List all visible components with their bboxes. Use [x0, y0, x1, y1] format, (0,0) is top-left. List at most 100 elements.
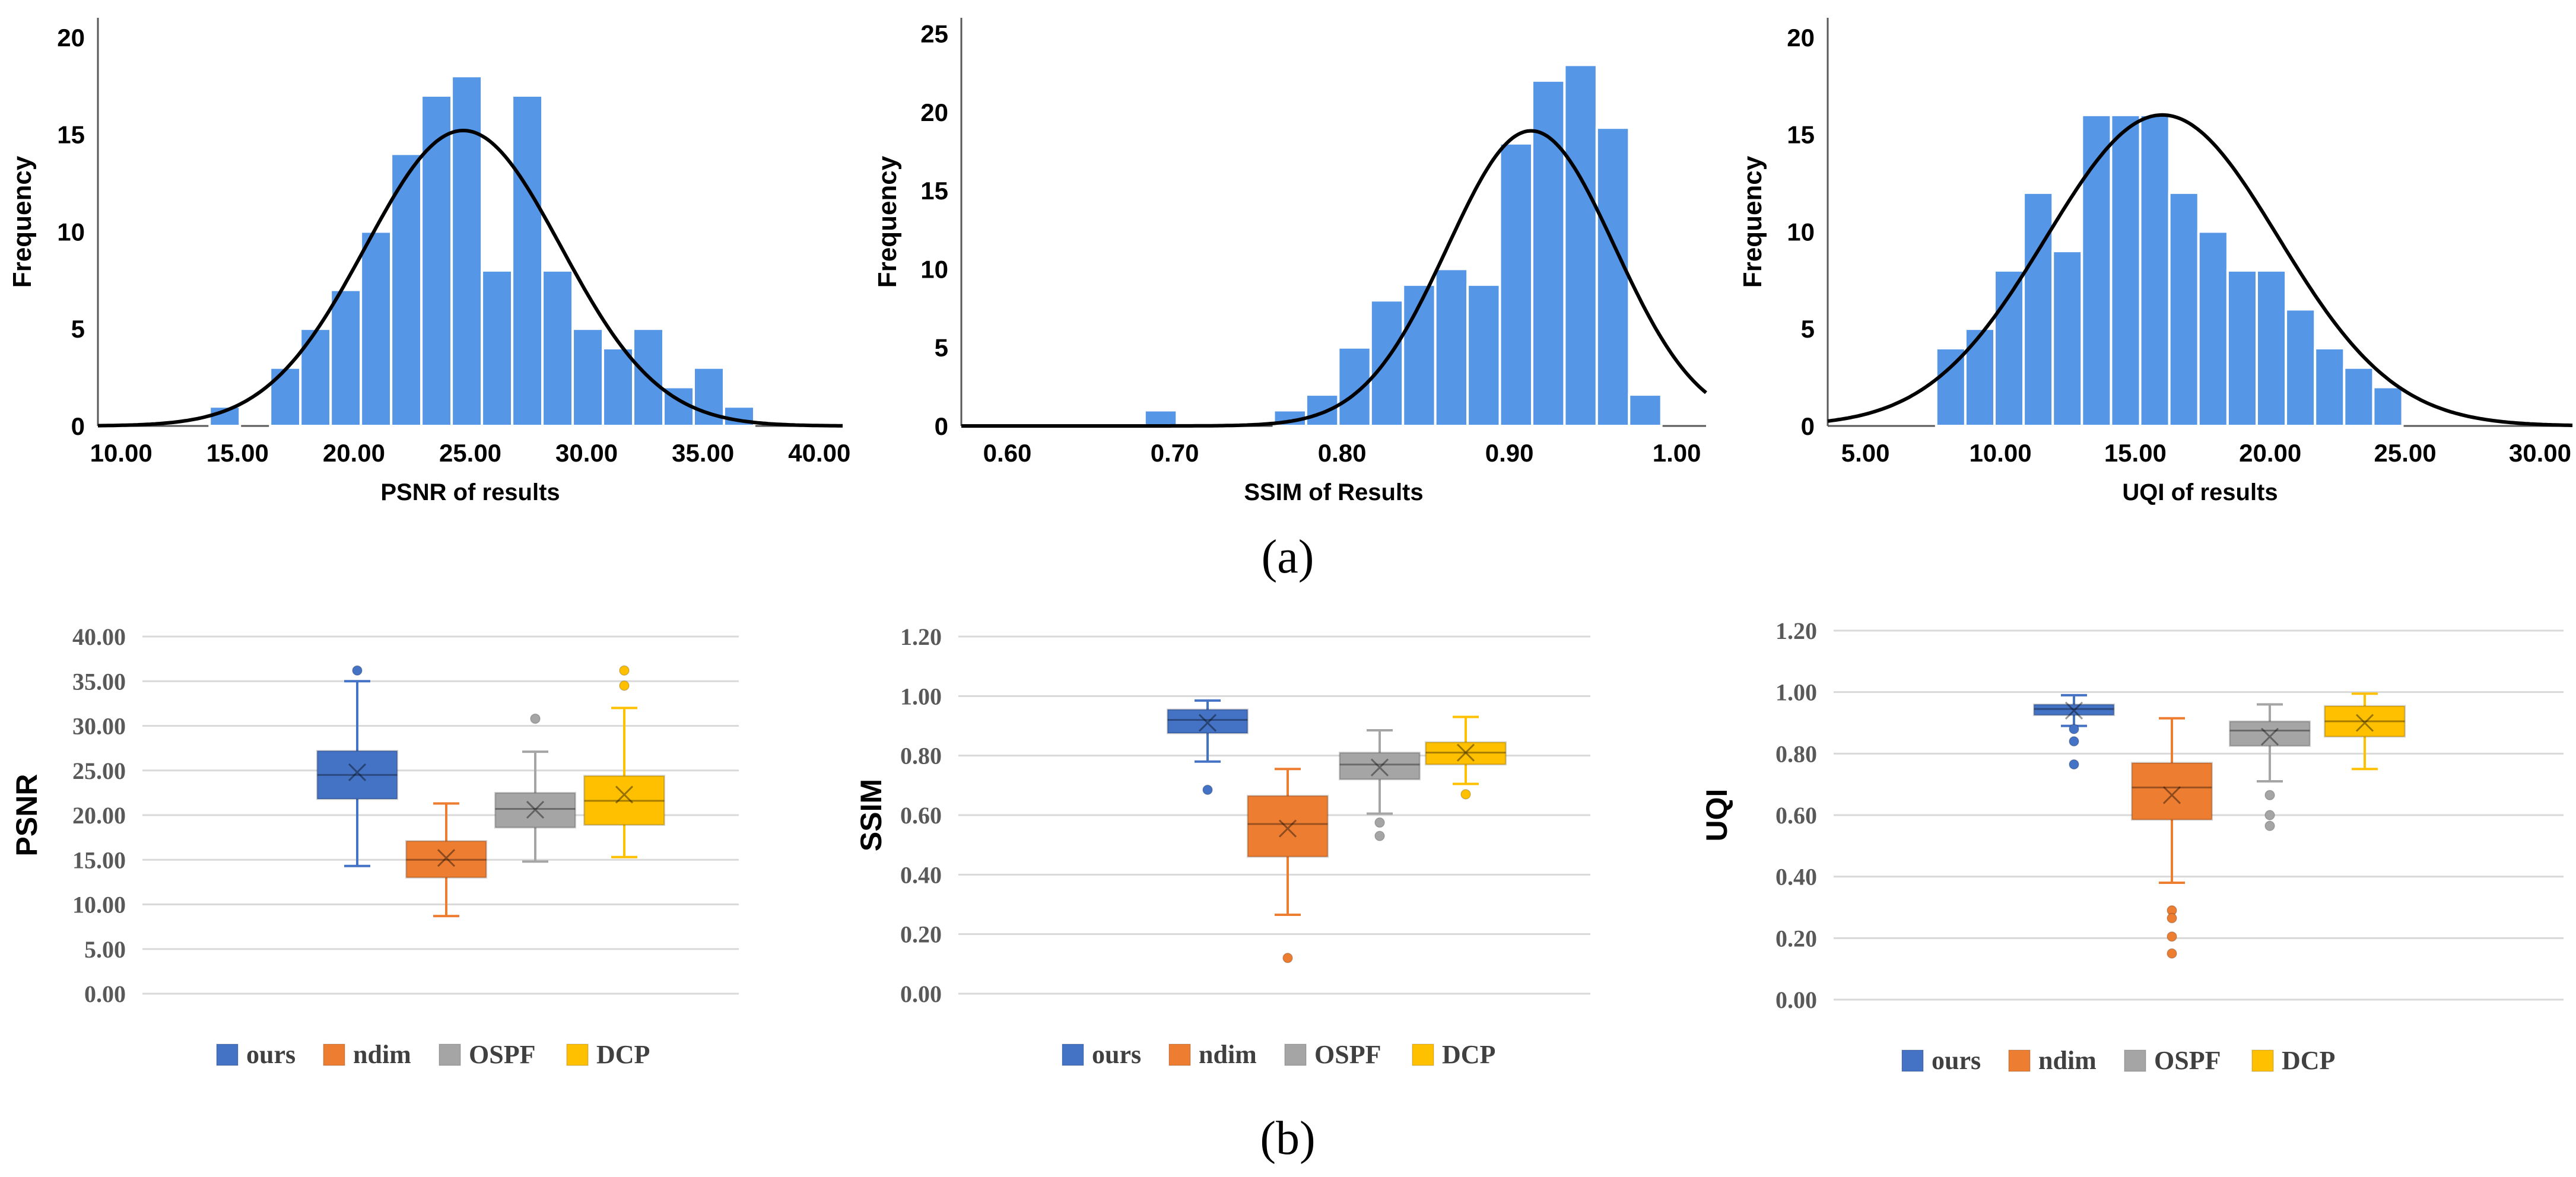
y-tick-label: 10	[57, 218, 85, 246]
histogram-bar	[2022, 191, 2054, 427]
histogram-bar	[1498, 142, 1533, 427]
mean-marker	[1278, 819, 1297, 838]
mean-marker	[1456, 743, 1475, 762]
mean-marker	[1370, 758, 1389, 777]
outlier-point	[2069, 736, 2079, 747]
box-DCP	[583, 665, 665, 858]
y-tick-label: 15	[920, 177, 948, 205]
box-iqr	[1247, 794, 1329, 858]
x-tick-label: 5.00	[1841, 439, 1890, 467]
mean-marker	[2355, 714, 2374, 732]
x-tick-label: 30.00	[555, 439, 618, 467]
mean-marker	[437, 849, 456, 867]
y-tick-label: 1.00	[900, 683, 942, 710]
histogram-bar	[1337, 346, 1372, 428]
box-iqr	[2324, 705, 2406, 738]
y-tick-label: 1.20	[900, 624, 942, 650]
y-tick-label: 0.20	[1775, 925, 1817, 952]
legend-swatch-DCP	[2251, 1049, 2274, 1072]
histogram-bar	[2139, 113, 2171, 428]
legend-label-DCP: DCP	[596, 1040, 650, 1069]
legend-swatch-OSPF	[2124, 1049, 2146, 1072]
histogram-bar	[1143, 409, 1179, 427]
x-tick-label: 20.00	[323, 439, 385, 467]
y-tick-label: 0.00	[900, 981, 942, 1007]
box-iqr	[1167, 708, 1249, 734]
y-tick-label: 20	[1787, 24, 1815, 52]
x-axis-title: SSIM of Results	[1244, 479, 1423, 505]
mean-marker	[615, 785, 634, 804]
histogram-bar	[1304, 393, 1340, 427]
histogram-bar	[2081, 113, 2113, 428]
x-tick-label: 25.00	[439, 439, 501, 467]
box-iqr	[1339, 752, 1421, 781]
mean-marker	[1198, 714, 1217, 732]
box-iqr	[1425, 741, 1507, 766]
histogram-bar	[2255, 269, 2288, 427]
mean-marker	[2260, 727, 2279, 746]
legend-label-OSPF: OSPF	[1314, 1040, 1381, 1069]
legend-swatch-ndim	[1168, 1044, 1191, 1066]
x-tick-label: 0.90	[1485, 439, 1534, 467]
histogram-bar	[2314, 346, 2346, 428]
box-iqr	[316, 750, 398, 800]
legend-swatch-ndim	[323, 1044, 345, 1066]
x-tick-label: 10.00	[1969, 439, 2031, 467]
histogram-bar	[2226, 269, 2258, 427]
y-tick-label: 35.00	[72, 668, 126, 695]
legend-swatch-ours	[1901, 1049, 1924, 1072]
x-tick-label: 0.70	[1151, 439, 1199, 467]
box-ours	[316, 665, 398, 867]
y-tick-label: 0.40	[1775, 864, 1817, 890]
outlier-point	[352, 665, 363, 676]
box-plot-chart-3: 0.00 0.20 0.40 0.60 0.80 1.00 1.20 UQI ours ndim O…	[1700, 618, 2564, 1075]
y-tick-label: 15	[57, 121, 85, 149]
y-tick-label: 0.80	[1775, 740, 1817, 767]
outlier-point	[2167, 912, 2177, 924]
outlier-point	[2264, 790, 2275, 801]
y-axis-title: SSIM	[855, 779, 888, 851]
box-DCP	[1425, 715, 1507, 800]
outlier-point	[619, 665, 630, 676]
box-iqr	[2131, 762, 2213, 821]
y-tick-label: 0.00	[84, 981, 126, 1007]
histogram-bar	[602, 346, 635, 428]
y-tick-label: 0	[1801, 412, 1815, 440]
histogram-chart-1: 0 5 10 15 20 10.00 15.00 20.00 25.00 30.00 35.00 40…	[8, 18, 850, 505]
legend-swatch-DCP	[566, 1044, 589, 1066]
legend-swatch-OSPF	[439, 1044, 461, 1066]
box-plot-chart-2: 0.00 0.20 0.40 0.60 0.80 1.00 1.20 SSIM ours ndim…	[855, 624, 1590, 1069]
legend-label-ours: ours	[246, 1040, 296, 1069]
histogram-bar	[450, 75, 484, 428]
x-tick-label: 0.80	[1318, 439, 1367, 467]
x-tick-label: 35.00	[672, 439, 734, 467]
legend-swatch-OSPF	[1284, 1044, 1307, 1066]
legend: ours ndim OSPF DCP	[1062, 1040, 1495, 1069]
x-tick-label: 30.00	[2509, 439, 2571, 467]
box-OSPF	[1339, 729, 1421, 841]
y-tick-label: 5	[1801, 315, 1815, 343]
box-ours	[1167, 699, 1249, 796]
box-DCP	[2324, 692, 2406, 771]
y-tick-label: 0.60	[1775, 802, 1817, 829]
x-tick-label: 25.00	[2374, 439, 2437, 467]
x-tick-label: 20.00	[2239, 439, 2301, 467]
histogram-bar	[1466, 283, 1501, 427]
legend: ours ndim OSPF DCP	[216, 1040, 650, 1069]
y-tick-label: 0	[71, 412, 85, 440]
y-tick-label: 1.20	[1775, 618, 1817, 644]
box-plot-chart-1: 0.00 5.00 10.00 15.00 20.00 25.00 30.00 35.00 40…	[10, 624, 739, 1069]
y-tick-label: 20	[57, 24, 85, 52]
legend-swatch-ours	[1062, 1044, 1084, 1066]
y-tick-label: 0.20	[900, 921, 942, 948]
x-tick-label: 1.00	[1653, 439, 1701, 467]
histogram-bar	[1563, 63, 1598, 427]
y-tick-label: 30.00	[72, 713, 126, 740]
histogram-chart-2: 0 5 10 15 20 25 0.60 0.70 0.80 0.90 1.00 SSIM of Re…	[873, 18, 1707, 505]
y-tick-label: 20.00	[72, 802, 126, 829]
y-tick-label: 0.80	[900, 743, 942, 769]
box-iqr	[2229, 720, 2311, 747]
outlier-point	[2264, 810, 2275, 820]
normal-distribution-curve	[961, 129, 1707, 428]
